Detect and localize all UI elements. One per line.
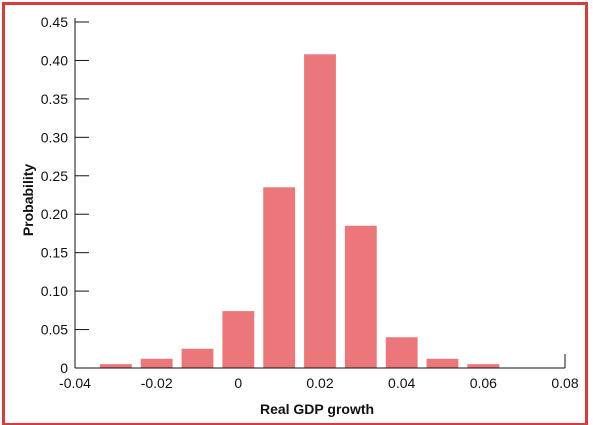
histogram-bar <box>263 187 296 368</box>
histogram-bar <box>140 358 173 368</box>
histogram-bar <box>304 54 336 368</box>
y-tick-label: 0.30 <box>41 129 68 145</box>
y-tick-label: 0.35 <box>41 91 68 107</box>
x-tick-label: 0.04 <box>388 375 415 391</box>
histogram-bar <box>385 337 418 368</box>
histogram-bar <box>344 225 377 368</box>
histogram-bar <box>222 311 255 368</box>
histogram-bar <box>426 358 459 368</box>
y-tick-label: 0.10 <box>41 283 68 299</box>
histogram-bar <box>181 348 214 368</box>
y-tick-label: 0.20 <box>41 206 68 222</box>
x-tick-label: 0.06 <box>470 375 497 391</box>
y-tick-label: 0.05 <box>41 322 68 338</box>
ticks-group: 0 0.05 0.10 0.15 0.20 0.25 0.30 0.35 0.40 0.45 -0.… <box>41 14 579 391</box>
bars-group <box>99 54 500 368</box>
x-tick-label: 0.02 <box>306 375 333 391</box>
y-tick-label: 0.40 <box>41 52 68 68</box>
histogram-bar <box>99 364 132 368</box>
y-tick-label: 0.25 <box>41 168 68 184</box>
y-axis-title: Probability <box>20 164 36 237</box>
x-tick-label: 0 <box>234 375 242 391</box>
axes-group <box>74 18 566 369</box>
y-tick-label: 0 <box>60 360 68 376</box>
x-tick-label: -0.02 <box>141 375 173 391</box>
x-tick-label: -0.04 <box>59 375 91 391</box>
histogram-bar <box>467 364 500 368</box>
x-tick-label: 0.08 <box>551 375 578 391</box>
y-tick-label: 0.15 <box>41 245 68 261</box>
x-axis-title: Real GDP growth <box>260 401 374 417</box>
y-tick-label: 0.45 <box>41 14 68 30</box>
